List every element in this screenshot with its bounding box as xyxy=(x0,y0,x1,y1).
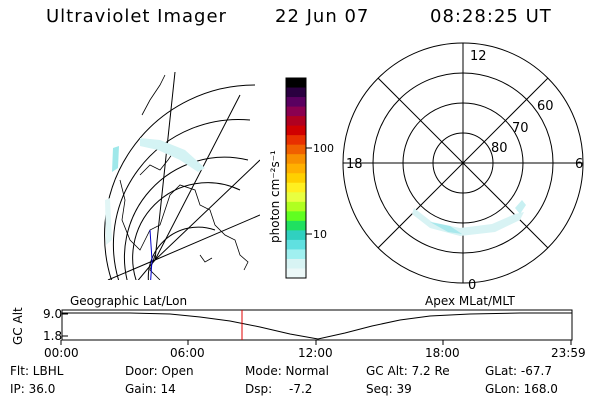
mlt-label-6: 6 xyxy=(575,157,583,172)
colorbar-swatch xyxy=(286,268,306,279)
mlat-label-70: 70 xyxy=(512,121,529,136)
colorbar-swatch xyxy=(286,125,306,136)
lon-line-2 xyxy=(154,159,260,261)
colorbar-swatch xyxy=(286,78,306,89)
status-gc-alt: GC Alt: 7.2 Re xyxy=(366,364,450,378)
lon-line-5 xyxy=(137,259,156,280)
polar-diagonal-2 xyxy=(377,77,549,249)
colorbar-swatch xyxy=(286,116,306,127)
geographic-map-label: Geographic Lat/Lon xyxy=(70,294,188,308)
status-dsp-label: Dsp: xyxy=(245,382,273,396)
status-seq: Seq: 39 xyxy=(366,382,412,396)
mlt-label-0: 0 xyxy=(468,278,476,293)
colorbar-swatch xyxy=(286,144,306,155)
colorbar-swatch xyxy=(286,192,306,203)
lat-arc-4 xyxy=(132,182,241,280)
aurora-oval-dayside xyxy=(412,208,524,236)
altitude-curve xyxy=(62,312,572,340)
colorbar-swatch xyxy=(286,106,306,117)
colorbar-swatch xyxy=(286,220,306,231)
altitude-plot: 9.0 1.8 GC Alt 00:00 06:00 12:00 18:00 2… xyxy=(11,307,586,360)
aurora-patch-3 xyxy=(105,198,112,245)
status-gain: Gain: 14 xyxy=(125,382,176,396)
lon-line-4 xyxy=(154,71,176,261)
lat-arc-3 xyxy=(123,156,249,280)
mlat-label-60: 60 xyxy=(537,99,554,114)
aurora-patch-1 xyxy=(112,146,119,172)
xtick-label-0600: 06:00 xyxy=(170,346,205,360)
colorbar-swatch xyxy=(286,163,306,174)
altitude-ylabel: GC Alt xyxy=(11,307,25,345)
aurora-patch-right xyxy=(515,200,526,214)
status-filter: Flt: LBHL xyxy=(10,364,64,378)
lon-line-3 xyxy=(154,214,260,261)
mlt-label-18: 18 xyxy=(346,157,363,172)
aurora-oval-bright xyxy=(430,222,462,234)
colorbar-swatch xyxy=(286,182,306,193)
altitude-plot-frame xyxy=(61,309,573,341)
instrument-title: Ultraviolet Imager xyxy=(46,6,227,27)
coastline xyxy=(119,149,249,280)
colorbar-tick-label-10: 10 xyxy=(313,228,327,241)
status-mode: Mode: Normal xyxy=(245,364,329,378)
colorbar-swatch xyxy=(286,230,306,241)
lat-arc-2 xyxy=(112,118,251,280)
mlt-label-12: 12 xyxy=(470,49,487,64)
polar-plot xyxy=(342,42,584,284)
colorbar-swatch xyxy=(286,201,306,212)
status-glon: GLon: 168.0 xyxy=(485,382,558,396)
colorbar-swatch xyxy=(286,135,306,146)
colorbar-swatch xyxy=(286,211,306,222)
colorbar-swatch xyxy=(286,87,306,98)
xtick-label-1200: 12:00 xyxy=(298,346,333,360)
xtick-label-0000: 00:00 xyxy=(44,346,79,360)
xtick-label-2359: 23:59 xyxy=(551,346,586,360)
blue-track xyxy=(149,229,153,280)
status-door: Door: Open xyxy=(125,364,194,378)
status-dsp-value: -7.2 xyxy=(289,382,313,396)
colorbar-tick-label-100: 100 xyxy=(313,142,334,155)
ytick-label-1.8: 1.8 xyxy=(43,329,62,343)
mlat-label-80: 80 xyxy=(491,141,508,156)
colorbar xyxy=(286,78,306,279)
coastline-upper xyxy=(141,74,166,116)
ytick-label-9: 9.0 xyxy=(43,307,62,321)
lat-arc-outer xyxy=(104,84,256,280)
date-label: 22 Jun 07 xyxy=(275,6,370,27)
xtick-label-1800: 18:00 xyxy=(425,346,460,360)
polar-labels: 12 18 6 0 60 70 80 xyxy=(346,49,583,293)
status-ip: IP: 36.0 xyxy=(10,382,56,396)
lat-arc-5 xyxy=(147,226,216,280)
status-glat: GLat: -67.7 xyxy=(485,364,552,378)
polar-plot-label: Apex MLat/MLT xyxy=(425,294,515,308)
aurora-patch-2 xyxy=(140,138,205,172)
colorbar-swatch xyxy=(286,154,306,165)
colorbar-swatch xyxy=(286,173,306,184)
lon-line-6 xyxy=(107,259,156,280)
lon-line-1 xyxy=(154,94,241,261)
colorbar-swatch xyxy=(286,258,306,269)
colorbar-frame xyxy=(285,77,307,279)
colorbar-swatch xyxy=(286,97,306,108)
time-label: 08:28:25 UT xyxy=(430,6,552,27)
geographic-map xyxy=(104,71,260,280)
colorbar-unit-label: photon cm⁻²s⁻¹ xyxy=(268,150,282,243)
colorbar-swatch xyxy=(286,239,306,250)
colorbar-swatch xyxy=(286,249,306,260)
